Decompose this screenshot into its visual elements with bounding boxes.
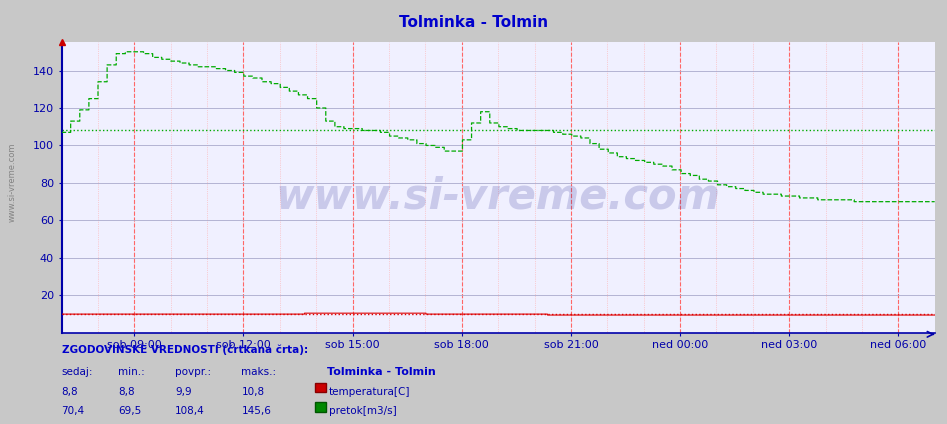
Text: temperatura[C]: temperatura[C] (329, 387, 410, 397)
Text: www.si-vreme.com: www.si-vreme.com (8, 142, 17, 222)
Text: www.si-vreme.com: www.si-vreme.com (276, 176, 721, 218)
Text: 145,6: 145,6 (241, 406, 272, 416)
Text: sedaj:: sedaj: (62, 367, 93, 377)
Text: Tolminka - Tolmin: Tolminka - Tolmin (399, 15, 548, 30)
Text: maks.:: maks.: (241, 367, 277, 377)
Text: 8,8: 8,8 (62, 387, 79, 397)
Text: 9,9: 9,9 (175, 387, 192, 397)
Text: povpr.:: povpr.: (175, 367, 211, 377)
Text: Tolminka - Tolmin: Tolminka - Tolmin (327, 367, 436, 377)
Text: 70,4: 70,4 (62, 406, 84, 416)
Text: 69,5: 69,5 (118, 406, 142, 416)
Text: 8,8: 8,8 (118, 387, 135, 397)
Text: ZGODOVINSKE VREDNOSTI (črtkana črta):: ZGODOVINSKE VREDNOSTI (črtkana črta): (62, 344, 308, 355)
Text: 108,4: 108,4 (175, 406, 205, 416)
Text: pretok[m3/s]: pretok[m3/s] (329, 406, 397, 416)
Text: min.:: min.: (118, 367, 145, 377)
Text: 10,8: 10,8 (241, 387, 264, 397)
